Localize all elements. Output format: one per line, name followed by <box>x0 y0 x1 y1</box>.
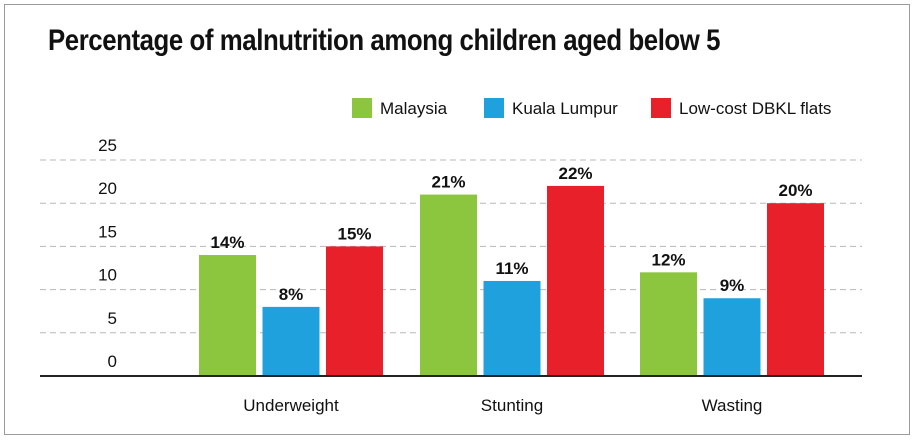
y-tick-label: 20 <box>98 179 117 198</box>
y-tick-label: 0 <box>108 352 117 371</box>
bar <box>199 255 256 376</box>
data-label: 11% <box>495 259 528 278</box>
x-category-label: Underweight <box>243 396 339 415</box>
data-labels: 14% 8% 15% 21% 11% 22% 12% 9% 20% <box>210 164 812 304</box>
bar <box>640 272 697 376</box>
bar <box>703 298 761 376</box>
bar <box>326 246 383 376</box>
bar <box>547 185 604 376</box>
bar <box>420 194 477 376</box>
data-label: 22% <box>558 164 592 183</box>
bar <box>483 280 541 376</box>
legend-label: Malaysia <box>380 99 448 118</box>
data-label: 15% <box>337 224 371 243</box>
data-label: 14% <box>210 233 244 252</box>
y-axis-ticks: 0 5 10 15 20 25 <box>98 136 117 371</box>
legend: Malaysia Kuala Lumpur Low-cost DBKL flats <box>352 98 831 118</box>
data-label: 9% <box>720 276 745 295</box>
chart-title: Percentage of malnutrition among childre… <box>48 24 721 57</box>
y-tick-label: 25 <box>98 136 117 155</box>
data-label: 20% <box>778 181 812 200</box>
legend-swatch <box>484 98 504 118</box>
x-category-label: Wasting <box>702 396 763 415</box>
y-tick-label: 15 <box>98 222 117 241</box>
data-label: 21% <box>431 173 465 192</box>
y-tick-label: 10 <box>98 266 117 285</box>
bars <box>199 185 824 376</box>
x-category-label: Stunting <box>481 396 543 415</box>
data-label: 12% <box>651 250 685 269</box>
bar <box>767 203 824 376</box>
legend-swatch <box>352 98 372 118</box>
bar <box>262 306 320 376</box>
legend-label: Low-cost DBKL flats <box>679 99 831 118</box>
legend-label: Kuala Lumpur <box>512 99 618 118</box>
x-axis-categories: Underweight Stunting Wasting <box>243 396 762 415</box>
y-tick-label: 5 <box>108 309 117 328</box>
legend-swatch <box>651 98 671 118</box>
data-label: 8% <box>279 285 304 304</box>
